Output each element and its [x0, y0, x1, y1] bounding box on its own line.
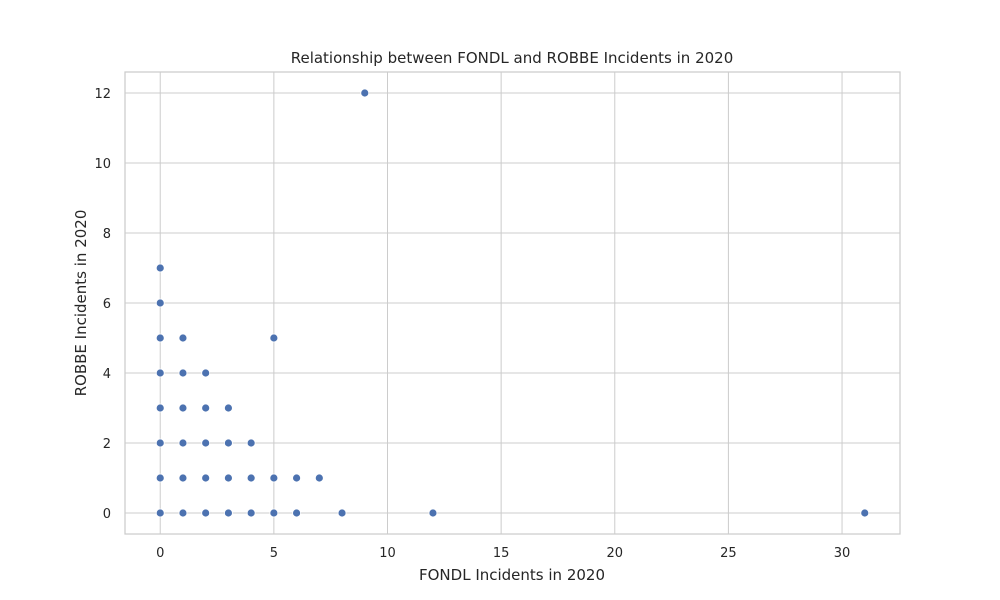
scatter-point — [201, 403, 211, 413]
scatter-point — [201, 508, 211, 518]
scatter-point — [155, 298, 165, 308]
scatter-point — [155, 508, 165, 518]
scatter-point — [155, 473, 165, 483]
x-axis-label: FONDL Incidents in 2020 — [419, 566, 605, 584]
y-tick-label: 12 — [94, 87, 111, 102]
scatter-point — [224, 508, 233, 518]
scatter-point — [178, 368, 188, 378]
x-tick-label: 30 — [834, 546, 851, 561]
scatter-point — [224, 438, 233, 448]
scatter-point — [246, 508, 256, 518]
y-tick-label: 0 — [103, 507, 111, 522]
y-tick-label: 10 — [94, 157, 111, 172]
scatter-point — [224, 403, 233, 413]
scatter-point — [314, 473, 324, 483]
y-tick-label: 8 — [103, 227, 111, 242]
scatter-point — [269, 333, 279, 343]
x-tick-label: 5 — [270, 546, 278, 561]
scatter-point — [178, 403, 188, 413]
scatter-point — [178, 438, 188, 448]
scatter-point — [360, 88, 370, 98]
y-axis-label: ROBBE Incidents in 2020 — [72, 210, 90, 397]
y-tick-label: 6 — [103, 297, 111, 312]
scatter-point — [155, 403, 165, 413]
scatter-point — [269, 473, 279, 483]
scatter-point — [269, 508, 279, 518]
scatter-point — [246, 473, 256, 483]
x-tick-label: 25 — [720, 546, 737, 561]
x-tick-label: 15 — [493, 546, 510, 561]
scatter-point — [860, 508, 870, 518]
x-tick-label: 20 — [606, 546, 623, 561]
chart-title: Relationship between FONDL and ROBBE Inc… — [291, 49, 734, 67]
scatter-point — [224, 473, 233, 483]
points-layer — [155, 88, 870, 518]
scatter-point — [155, 438, 165, 448]
y-tick-label: 2 — [103, 437, 111, 452]
scatter-point — [201, 368, 211, 378]
scatter-point — [155, 263, 165, 273]
scatter-point — [201, 438, 211, 448]
y-tick-labels: 0 2 4 6 8 10 12 — [94, 87, 111, 522]
grid-layer — [125, 72, 900, 534]
scatter-point — [178, 508, 188, 518]
scatter-point — [337, 508, 347, 518]
scatter-point — [246, 438, 256, 448]
scatter-point — [155, 333, 165, 343]
x-tick-labels: 0 5 10 15 20 25 30 — [156, 546, 850, 561]
scatter-point — [178, 473, 188, 483]
scatter-point — [292, 508, 301, 518]
x-tick-label: 0 — [156, 546, 164, 561]
scatter-point — [428, 508, 438, 518]
plot-frame — [124, 71, 901, 535]
scatter-point — [178, 333, 188, 343]
x-tick-label: 10 — [379, 546, 396, 561]
scatter-point — [292, 473, 301, 483]
y-tick-label: 4 — [103, 367, 111, 382]
scatter-point — [155, 368, 165, 378]
scatter-point — [201, 473, 211, 483]
